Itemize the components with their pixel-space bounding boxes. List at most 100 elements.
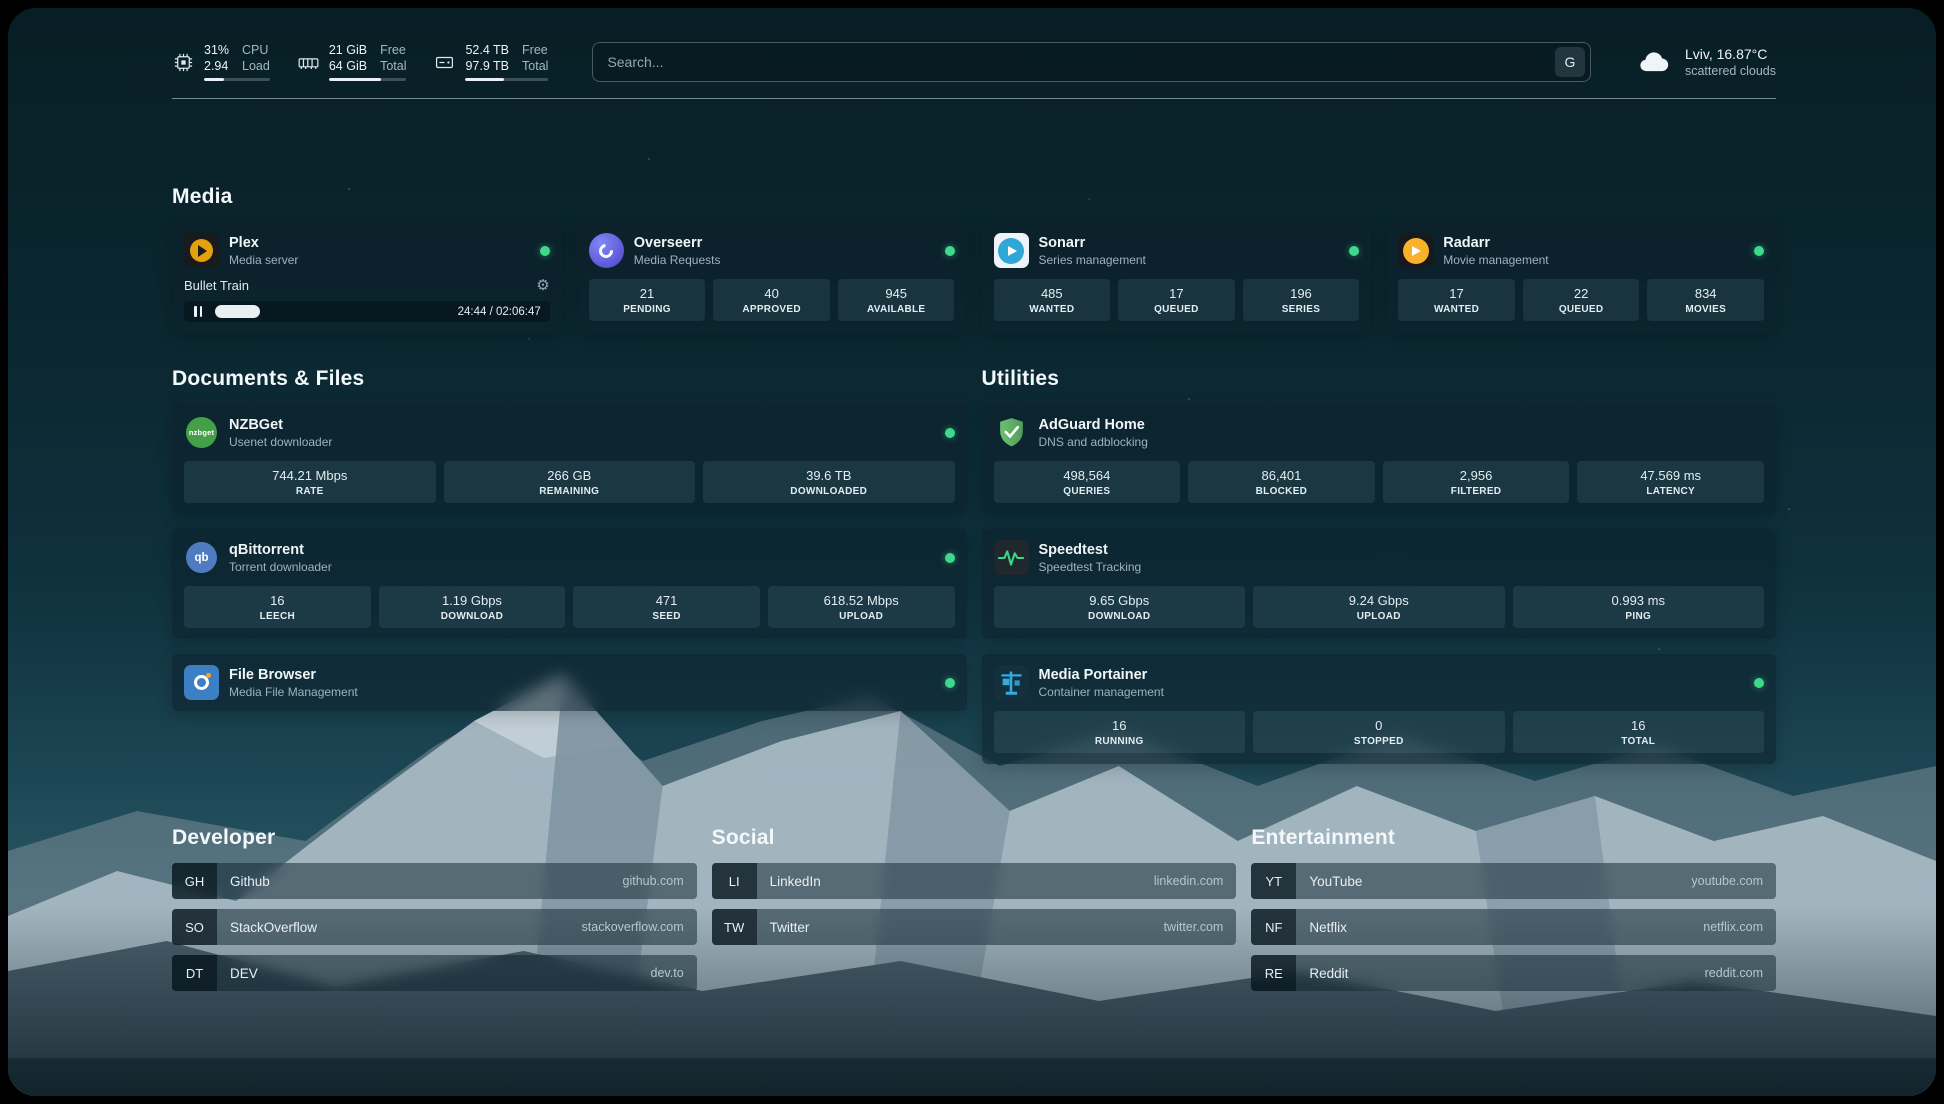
stat-latency: 47.569 ms LATENCY <box>1577 461 1764 503</box>
link-group-entertainment: Entertainment YT YouTube youtube.com NF … <box>1251 826 1776 1001</box>
playback-progress-fill <box>215 305 260 318</box>
memory-progress-bar <box>328 78 407 82</box>
link-name: DEV <box>230 965 258 981</box>
link-url: netflix.com <box>1703 920 1763 934</box>
stat-seed: 471 SEED <box>573 586 760 628</box>
dashboard-screen: 31% 2.94 CPU Load <box>8 8 1936 1096</box>
link-dev[interactable]: DT DEV dev.to <box>172 955 697 991</box>
link-name: Reddit <box>1309 965 1349 981</box>
plex-icon <box>184 233 219 268</box>
stat-total: 16 TOTAL <box>1512 711 1764 753</box>
stat-queued: 22 QUEUED <box>1522 279 1640 321</box>
link-badge: SO <box>172 909 217 945</box>
service-card-portainer[interactable]: Media Portainer Container management 16 R… <box>981 654 1776 764</box>
stat-download: 1.19 Gbps DOWNLOAD <box>378 586 566 628</box>
stat-queries: 498,564 QUERIES <box>993 461 1181 503</box>
memory-widget: 21 GiB 64 GiB Free Total <box>297 43 407 82</box>
stat-download: 9.65 Gbps DOWNLOAD <box>993 586 1245 628</box>
disk-free-label: Free <box>522 42 548 57</box>
link-reddit[interactable]: RE Reddit reddit.com <box>1251 955 1776 991</box>
service-name: Media Portainer <box>1038 666 1148 683</box>
service-name: Overseerr <box>633 234 703 251</box>
section-title-documents: Documents & Files <box>172 367 365 390</box>
system-resources: 31% 2.94 CPU Load <box>172 42 549 82</box>
link-badge: TW <box>711 909 757 945</box>
weather-location: Lviv, 16.87°C <box>1684 46 1768 62</box>
link-url: youtube.com <box>1691 874 1763 888</box>
service-name: NZBGet <box>229 416 283 433</box>
section-title-entertainment: Entertainment <box>1251 826 1396 849</box>
service-card-filebrowser[interactable]: File Browser Media File Management <box>172 654 967 711</box>
service-name: Radarr <box>1443 234 1490 251</box>
service-card-plex[interactable]: Plex Media server Bullet Train ⚙ 24:44 /… <box>172 222 562 333</box>
pause-button[interactable] <box>189 305 207 318</box>
search-input[interactable] <box>607 54 1555 70</box>
service-card-adguard[interactable]: AdGuard Home DNS and adblocking 498,564 Q… <box>981 404 1776 514</box>
stat-movies: 834 MOVIES <box>1647 279 1764 321</box>
service-name: Sonarr <box>1038 234 1086 251</box>
status-dot <box>944 677 955 688</box>
link-url: stackoverflow.com <box>581 920 684 934</box>
disk-total-label: Total <box>522 59 549 73</box>
now-playing-title: Bullet Train <box>184 278 250 293</box>
stat-upload: 618.52 Mbps UPLOAD <box>767 586 955 628</box>
topbar-divider <box>172 98 1776 99</box>
stat-stopped: 0 STOPPED <box>1253 711 1505 753</box>
search-bar[interactable]: G <box>592 42 1591 82</box>
link-name: StackOverflow <box>230 919 318 935</box>
section-utilities: Utilities AdGuard Home DNS and <box>981 367 1776 764</box>
stat-available: 945 AVAILABLE <box>837 279 955 321</box>
section-title-developer: Developer <box>172 826 276 849</box>
adguard-icon <box>994 415 1029 450</box>
nzbget-icon: nzbget <box>184 415 219 450</box>
link-name: LinkedIn <box>769 873 821 889</box>
disk-icon <box>436 56 454 68</box>
qbittorrent-icon: qb <box>184 540 219 575</box>
section-title-social: Social <box>711 826 775 849</box>
link-linkedin[interactable]: LI LinkedIn linkedin.com <box>711 863 1237 899</box>
link-url: linkedin.com <box>1153 874 1224 888</box>
service-name: Speedtest <box>1038 541 1108 558</box>
link-netflix[interactable]: NF Netflix netflix.com <box>1251 909 1776 945</box>
link-badge: GH <box>172 863 217 899</box>
cloud-icon <box>1640 52 1669 72</box>
section-documents: Documents & Files nzbget NZBGet Usenet d… <box>172 367 967 711</box>
weather-condition: scattered clouds <box>1684 64 1776 78</box>
service-card-sonarr[interactable]: Sonarr Series management 485 WANTED 17 QUE… <box>981 222 1372 333</box>
top-bar: 31% 2.94 CPU Load <box>172 42 1776 82</box>
service-subtitle: Media Requests <box>633 252 721 267</box>
status-dot <box>1754 677 1764 688</box>
weather-widget: Lviv, 16.87°C scattered clouds <box>1635 46 1776 78</box>
memory-total-label: Total <box>380 59 407 73</box>
link-github[interactable]: GH Github github.com <box>172 863 697 899</box>
service-subtitle: Torrent downloader <box>229 559 332 574</box>
cpu-widget: 31% 2.94 CPU Load <box>172 43 270 82</box>
service-name: qBittorrent <box>229 541 304 558</box>
memory-free-value: 21 GiB <box>328 42 368 57</box>
service-card-nzbget[interactable]: nzbget NZBGet Usenet downloader 744.21 M… <box>172 404 967 514</box>
service-name: Plex <box>229 234 259 251</box>
service-card-overseerr[interactable]: Overseerr Media Requests 21 PENDING 40 APP… <box>576 222 967 333</box>
link-group-social: Social LI LinkedIn linkedin.com TW Twitt… <box>711 826 1237 1001</box>
cpu-icon <box>174 53 193 71</box>
playback-progress-track[interactable] <box>215 305 450 318</box>
link-twitter[interactable]: TW Twitter twitter.com <box>711 909 1237 945</box>
search-provider-button[interactable]: G <box>1554 47 1585 77</box>
link-stackoverflow[interactable]: SO StackOverflow stackoverflow.com <box>172 909 697 945</box>
service-subtitle: Media File Management <box>229 684 358 699</box>
service-card-radarr[interactable]: Radarr Movie management 17 WANTED 22 QUEUE… <box>1386 222 1776 333</box>
link-badge: DT <box>172 955 217 991</box>
filebrowser-icon <box>184 665 219 700</box>
service-subtitle: Series management <box>1038 252 1146 267</box>
settings-gear-icon[interactable]: ⚙ <box>536 277 550 294</box>
cpu-progress-bar <box>204 78 270 82</box>
stat-wanted: 17 WANTED <box>1398 279 1515 321</box>
portainer-icon <box>993 665 1029 700</box>
link-youtube[interactable]: YT YouTube youtube.com <box>1251 863 1776 899</box>
service-subtitle: DNS and adblocking <box>1038 434 1148 449</box>
stat-series: 196 SERIES <box>1242 279 1360 321</box>
service-card-speedtest[interactable]: Speedtest Speedtest Tracking 9.65 Gbps DO… <box>981 529 1776 639</box>
link-name: Github <box>230 873 270 889</box>
service-subtitle: Movie management <box>1443 252 1549 267</box>
service-card-qbittorrent[interactable]: qb qBittorrent Torrent downloader 16 LEEC… <box>172 529 967 639</box>
